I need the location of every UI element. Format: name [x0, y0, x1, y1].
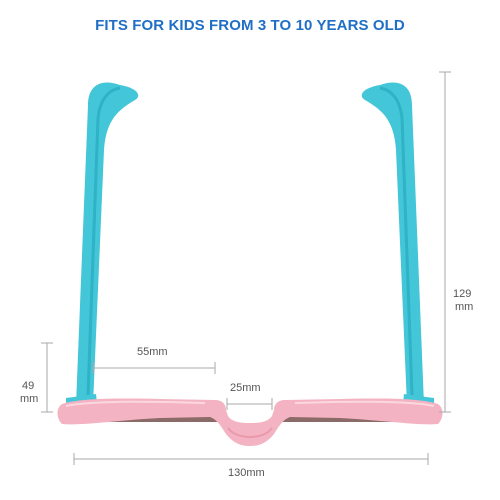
lens-height-value: 49	[22, 380, 35, 392]
temple-length-unit: mm	[455, 301, 474, 313]
right-temple	[361, 82, 424, 411]
front-frame-highlight-right	[294, 400, 435, 407]
headline: FITS FOR KIDS FROM 3 TO 10 YEARS OLD	[95, 17, 405, 34]
lens-height-unit: mm	[20, 393, 39, 405]
right-temple-shade	[379, 86, 414, 396]
left-temple-shade	[86, 86, 121, 396]
nose-bridge	[227, 427, 273, 438]
left-temple	[76, 82, 139, 411]
front-frame-highlight	[65, 400, 206, 407]
front-frame	[57, 398, 443, 446]
temple-length-value: 129	[453, 288, 472, 300]
lens-width-label: 55mm	[137, 346, 168, 358]
frame-width-label: 130mm	[228, 467, 265, 479]
bridge-width-label: 25mm	[230, 382, 261, 394]
